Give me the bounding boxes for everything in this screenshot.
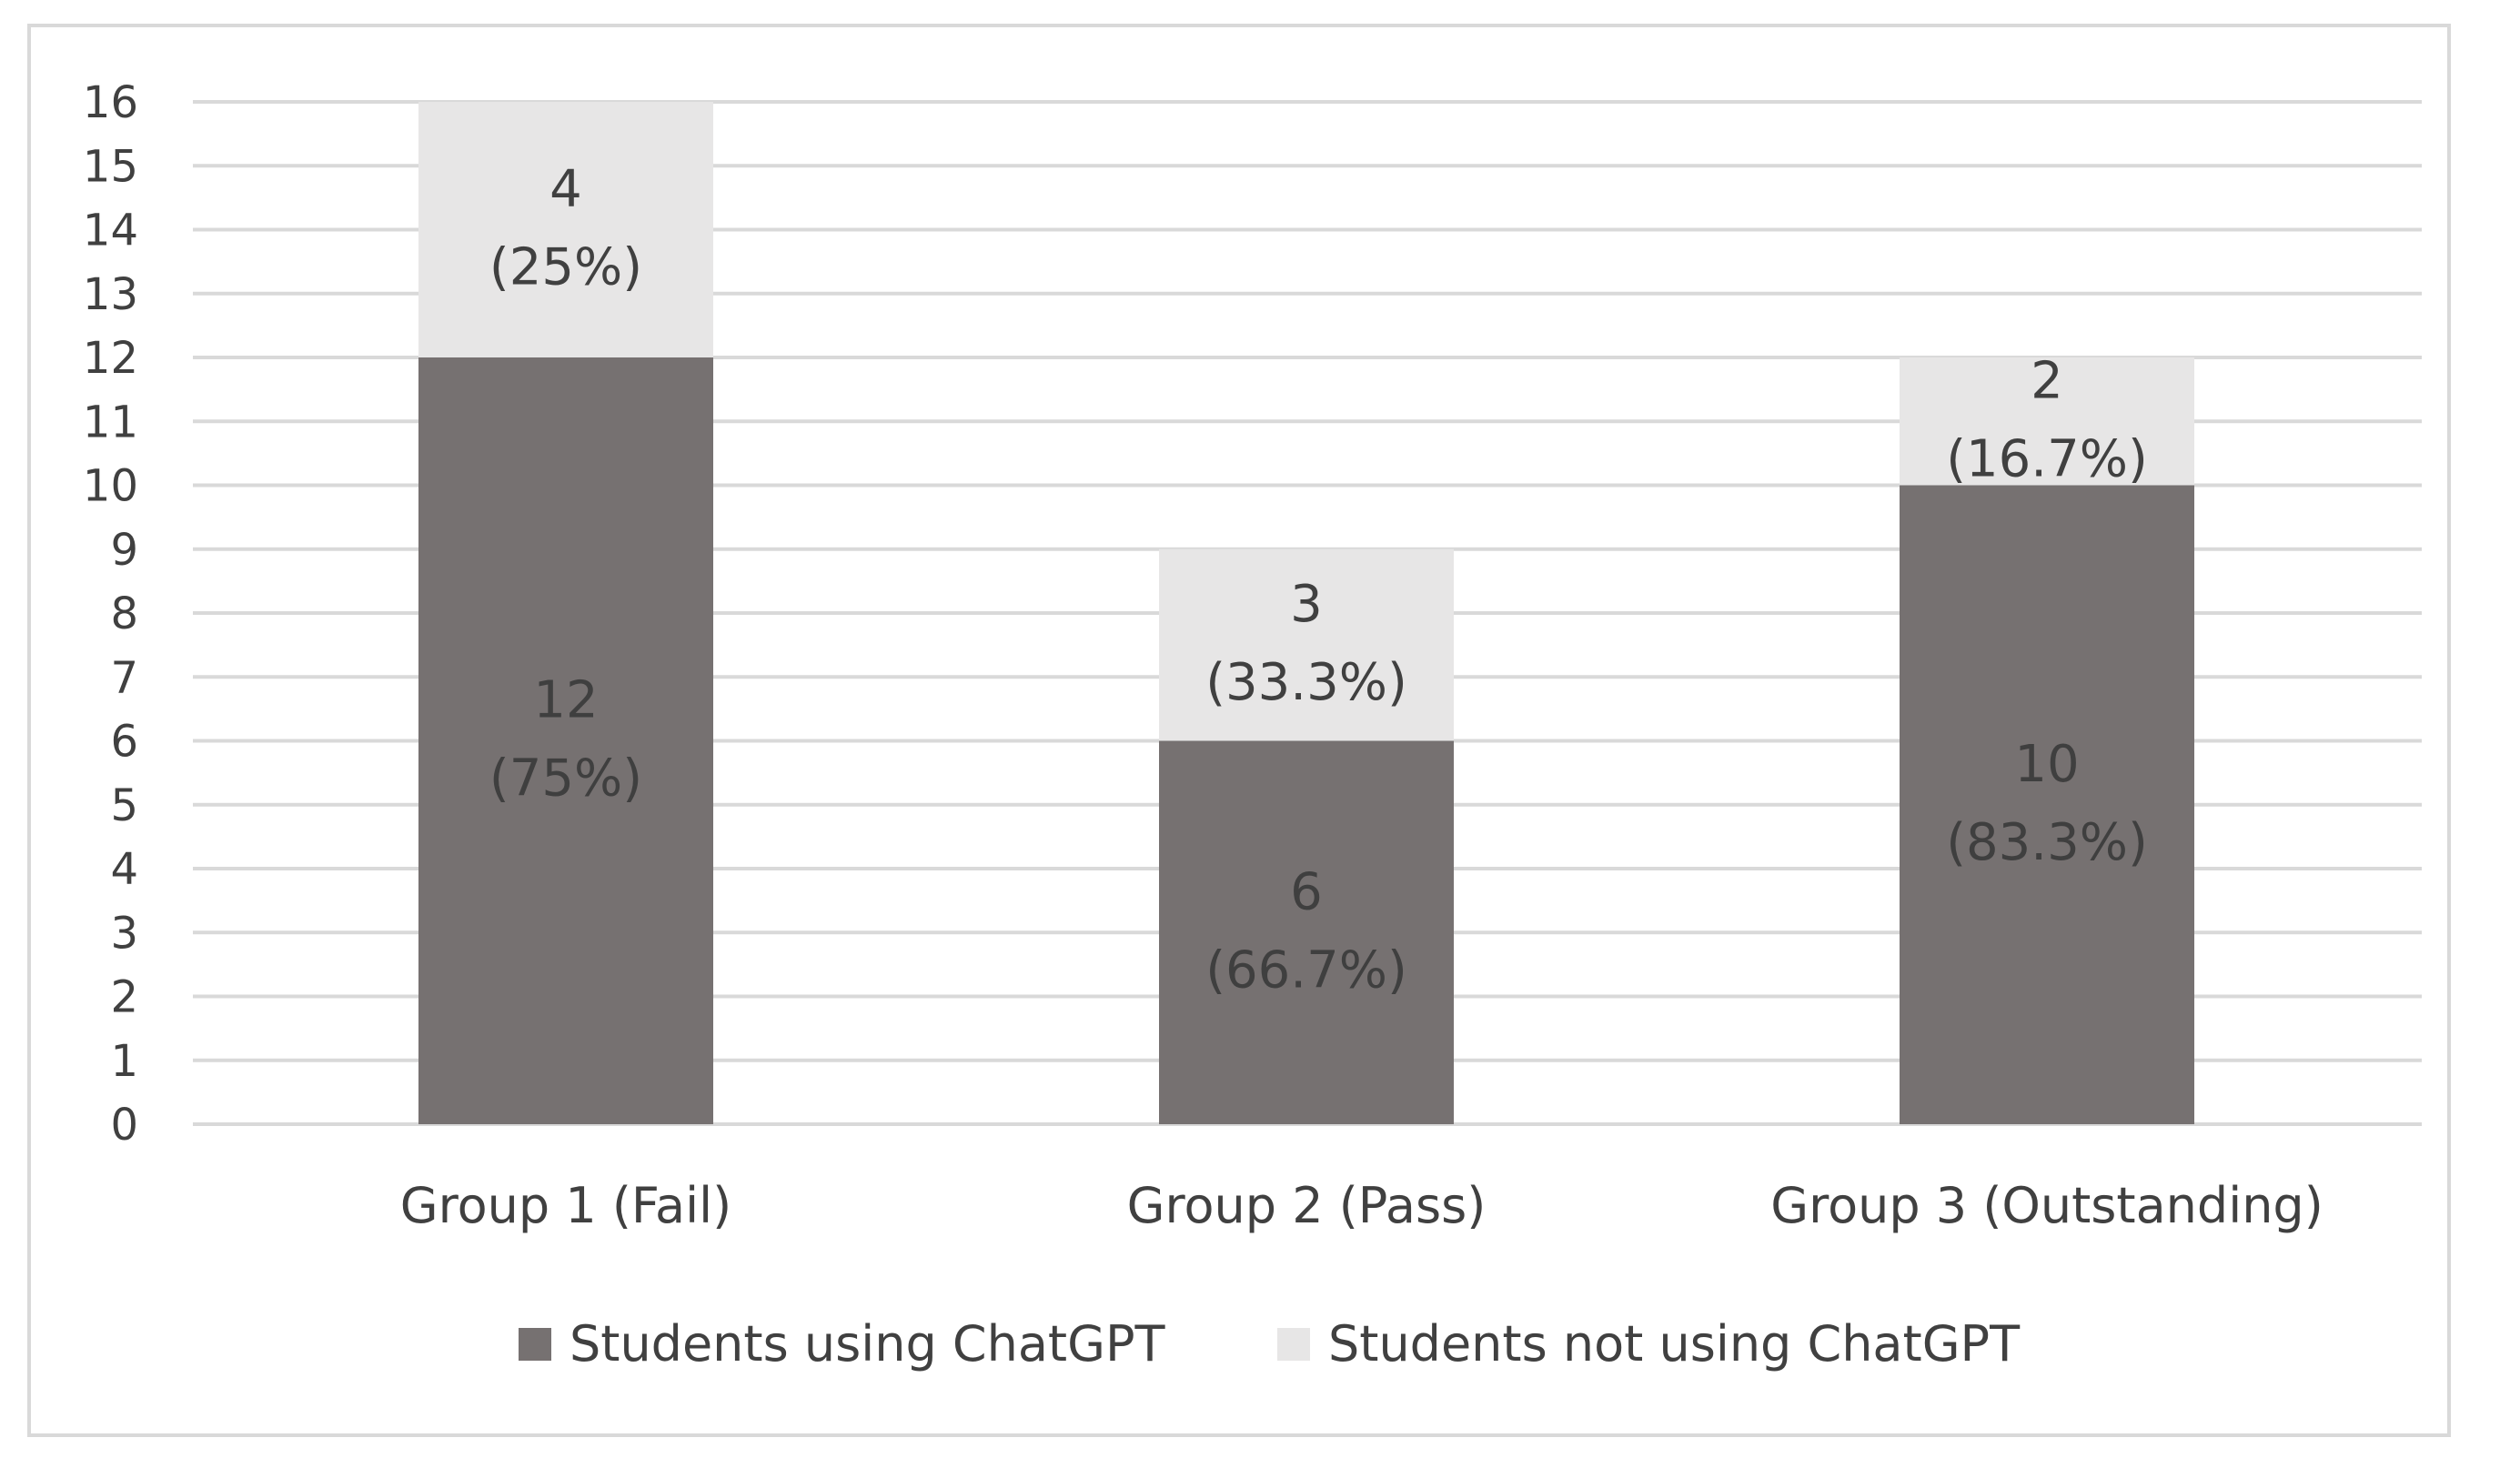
bar-using-group-1 <box>418 357 713 1124</box>
x-category-label: Group 1 (Fail) <box>400 1177 731 1234</box>
y-tick-label: 2 <box>110 972 138 1023</box>
legend-label-using: Students using ChatGPT <box>570 1315 1166 1372</box>
data-labels: 12 (75%) 4 (25%) 6 (66.7%) 3 (33.3%) 10 (83.3%) 2 (… <box>489 160 2148 1000</box>
data-label-percent: (75%) <box>489 749 642 809</box>
y-tick-label: 7 <box>110 652 138 703</box>
legend-label-not-using: Students not using ChatGPT <box>1328 1315 2021 1372</box>
x-axis-categories: Group 1 (Fail) Group 2 (Pass) Group 3 (Out… <box>400 1177 2323 1234</box>
data-label-percent: (66.7%) <box>1205 940 1407 1000</box>
data-label-count: 6 <box>1290 862 1323 921</box>
data-label-percent: (33.3%) <box>1205 653 1407 712</box>
data-label-count: 4 <box>549 160 582 219</box>
bar-not-using-group-2 <box>1159 548 1454 741</box>
y-tick-label: 14 <box>83 206 138 256</box>
y-tick-label: 4 <box>110 844 138 895</box>
y-tick-label: 6 <box>110 717 138 768</box>
data-label-count: 2 <box>2031 351 2063 410</box>
data-label-percent: (25%) <box>489 238 642 297</box>
legend-swatch-using <box>519 1328 551 1361</box>
bar-not-using-group-3 <box>1900 357 2194 486</box>
data-label-count: 3 <box>1290 575 1323 634</box>
data-label-count: 10 <box>2014 735 2079 794</box>
data-label-percent: (16.7%) <box>1946 429 2148 488</box>
y-tick-label: 0 <box>110 1100 138 1151</box>
legend-swatch-not-using <box>1277 1328 1310 1361</box>
y-tick-label: 3 <box>110 908 138 959</box>
y-tick-label: 12 <box>83 333 138 384</box>
bar-not-using-group-1 <box>418 102 713 357</box>
x-category-label: Group 3 (Outstanding) <box>1770 1177 2323 1234</box>
data-label-count: 12 <box>533 671 598 730</box>
y-tick-label: 11 <box>83 397 138 447</box>
legend: Students using ChatGPT Students not using… <box>519 1315 2021 1372</box>
y-tick-label: 15 <box>83 141 138 192</box>
y-tick-label: 13 <box>83 269 138 320</box>
y-tick-label: 16 <box>83 77 138 128</box>
y-tick-label: 5 <box>110 780 138 831</box>
bar-using-group-2 <box>1159 740 1454 1124</box>
bar-using-group-3 <box>1900 485 2194 1124</box>
data-label-percent: (83.3%) <box>1946 813 2148 872</box>
bars <box>418 102 2194 1124</box>
y-tick-label: 8 <box>110 588 138 639</box>
y-tick-label: 9 <box>110 525 138 576</box>
x-category-label: Group 2 (Pass) <box>1127 1177 1487 1234</box>
y-tick-label: 10 <box>83 461 138 512</box>
y-tick-label: 1 <box>110 1036 138 1087</box>
